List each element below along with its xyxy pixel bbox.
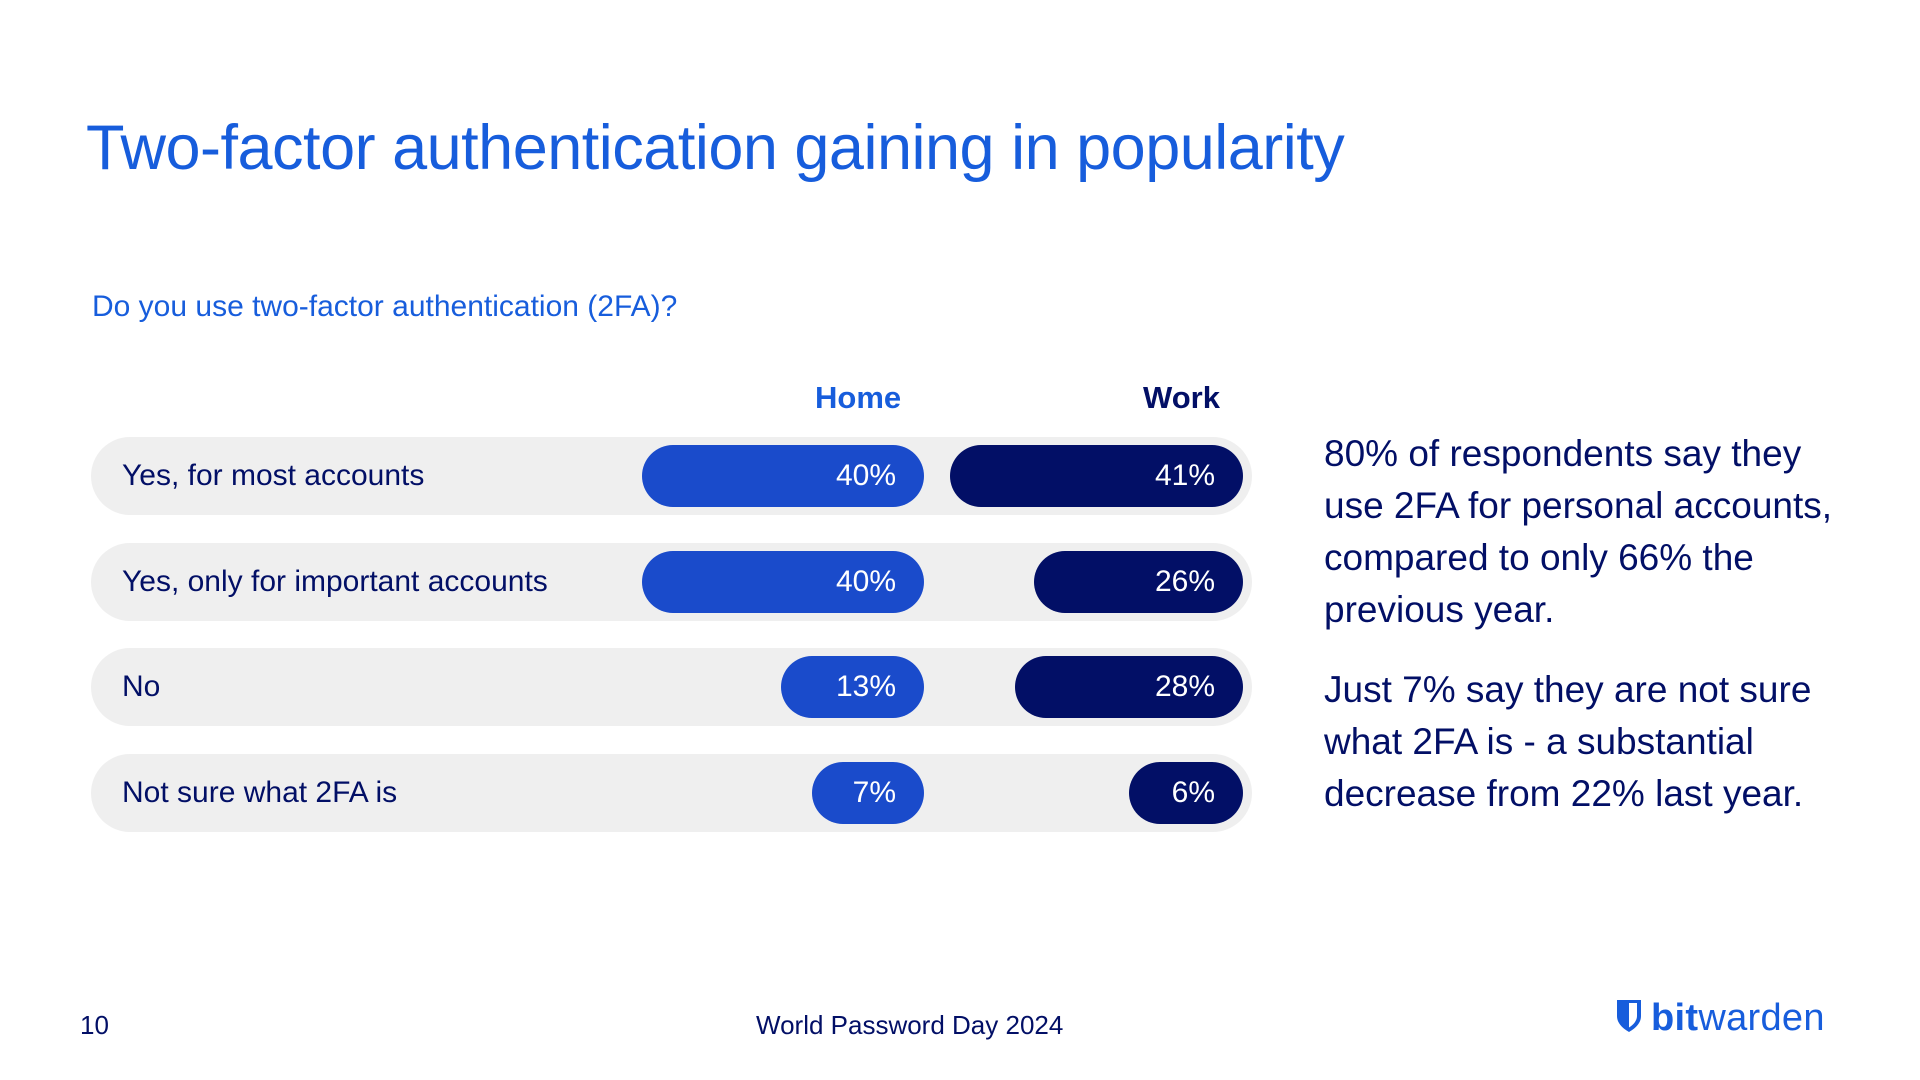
- chart-row: Not sure what 2FA is 7% 6%: [91, 754, 1252, 832]
- row-label: Yes, only for important accounts: [122, 565, 548, 598]
- footer-event-title: World Password Day 2024: [756, 1010, 1064, 1040]
- column-header-home: Home: [815, 380, 902, 415]
- work-bar: 41%: [950, 445, 1243, 507]
- logo-wordmark: bitwarden: [1651, 997, 1825, 1039]
- bitwarden-logo: bitwarden: [1615, 997, 1825, 1039]
- row-label: Not sure what 2FA is: [122, 776, 398, 809]
- home-bar: 40%: [642, 551, 924, 613]
- work-bar: 6%: [1129, 762, 1243, 824]
- chart-row: Yes, for most accounts 40% 41%: [91, 437, 1252, 515]
- column-header-work: Work: [1143, 380, 1220, 415]
- page-title: Two-factor authentication gaining in pop…: [86, 113, 1345, 183]
- chart-question: Do you use two-factor authentication (2F…: [92, 290, 678, 323]
- insight-text: 80% of respondents say they use 2FA for …: [1324, 433, 1833, 630]
- row-label: No: [122, 670, 161, 703]
- chart-row: Yes, only for important accounts 40% 26%: [91, 543, 1252, 621]
- insight-text: Just 7% say they are not sure what 2FA i…: [1324, 669, 1812, 814]
- home-bar: 7%: [812, 762, 924, 824]
- shield-icon: [1615, 999, 1643, 1038]
- home-bar: 13%: [781, 656, 924, 718]
- work-bar: 28%: [1015, 656, 1243, 718]
- page-number: 10: [80, 1010, 109, 1040]
- chart-row: No 13% 28%: [91, 648, 1252, 726]
- home-bar: 40%: [642, 445, 924, 507]
- work-bar: 26%: [1034, 551, 1243, 613]
- row-label: Yes, for most accounts: [122, 459, 425, 492]
